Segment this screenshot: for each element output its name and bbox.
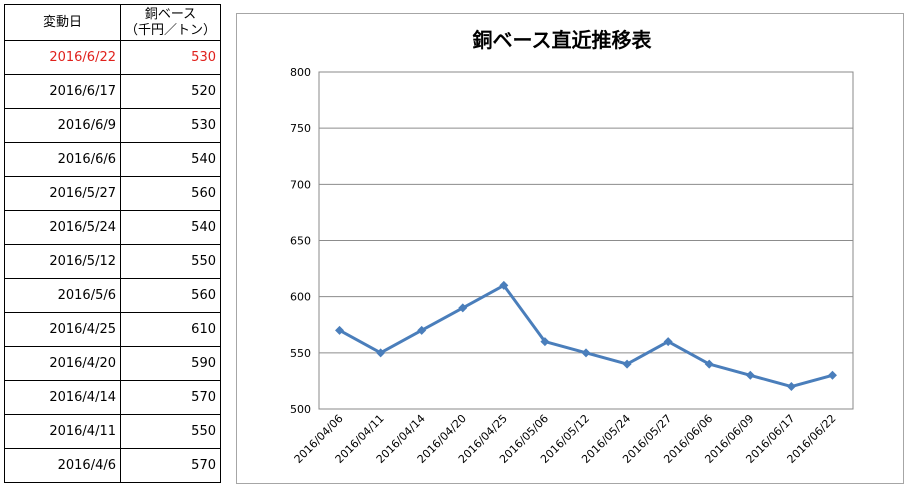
y-tick-label: 750 — [290, 122, 311, 135]
header-price-line1: 銅ベース — [144, 6, 197, 22]
y-axis-ticks: 500 550 600 650 700 750 800 — [290, 66, 311, 416]
row-price: 540 — [120, 142, 221, 177]
series-layer — [335, 280, 837, 392]
table-row: 2016/6/6 540 — [4, 142, 221, 177]
table-row: 2016/6/17 520 — [4, 74, 221, 109]
row-date: 2016/4/20 — [4, 346, 121, 381]
header-price-line2: （千円／トン） — [125, 22, 217, 38]
data-point — [540, 337, 550, 347]
y-tick-label: 700 — [290, 178, 311, 191]
data-point — [622, 359, 632, 369]
row-date: 2016/5/6 — [4, 278, 121, 313]
row-date: 2016/5/12 — [4, 244, 121, 279]
row-price: 560 — [120, 278, 221, 313]
header-price: 銅ベース （千円／トン） — [120, 4, 221, 41]
y-tick-label: 500 — [290, 403, 311, 416]
chart-title: 銅ベース直近推移表 — [473, 28, 653, 52]
data-point — [458, 303, 468, 313]
data-point — [417, 325, 427, 335]
table-row: 2016/6/9 530 — [4, 108, 221, 143]
table-row: 2016/4/14 570 — [4, 380, 221, 415]
table-row: 2016/4/6 570 — [4, 448, 221, 483]
data-point — [827, 370, 837, 380]
table-row: 2016/4/20 590 — [4, 346, 221, 381]
data-point — [581, 348, 591, 358]
data-point — [335, 325, 345, 335]
row-price: 550 — [120, 414, 221, 449]
row-price: 530 — [120, 40, 221, 75]
row-date: 2016/6/17 — [4, 74, 121, 109]
row-date: 2016/4/25 — [4, 312, 121, 347]
row-price: 560 — [120, 176, 221, 211]
row-date: 2016/4/14 — [4, 380, 121, 415]
data-point — [376, 348, 386, 358]
row-price: 540 — [120, 210, 221, 245]
row-price: 590 — [120, 346, 221, 381]
data-point — [745, 370, 755, 380]
row-price: 570 — [120, 380, 221, 415]
row-date: 2016/6/9 — [4, 108, 121, 143]
table-row: 2016/5/12 550 — [4, 244, 221, 279]
y-tick-label: 650 — [290, 235, 311, 248]
row-price: 550 — [120, 244, 221, 279]
row-date: 2016/5/24 — [4, 210, 121, 245]
row-price: 570 — [120, 448, 221, 483]
table-row: 2016/5/27 560 — [4, 176, 221, 211]
header-date: 変動日 — [4, 4, 121, 41]
data-point — [704, 359, 714, 369]
x-axis-ticks: 2016/04/062016/04/112016/04/142016/04/20… — [292, 412, 839, 466]
chart-area: 銅ベース直近推移表 500 550 600 650 700 750 800 2016/04/… — [236, 13, 904, 484]
y-tick-label: 550 — [290, 347, 311, 360]
row-price: 530 — [120, 108, 221, 143]
data-point — [786, 382, 796, 392]
y-tick-label: 800 — [290, 66, 311, 79]
row-date: 2016/6/6 — [4, 142, 121, 177]
table-row: 2016/4/11 550 — [4, 414, 221, 449]
table-row: 2016/5/6 560 — [4, 278, 221, 313]
row-price: 610 — [120, 312, 221, 347]
data-point — [499, 280, 509, 290]
y-tick-label: 600 — [290, 291, 311, 304]
table-header-row: 変動日 銅ベース （千円／トン） — [4, 4, 221, 41]
row-price: 520 — [120, 74, 221, 109]
row-date: 2016/6/22 — [4, 40, 121, 75]
table-row: 2016/6/22 530 — [4, 40, 221, 75]
table-row: 2016/4/25 610 — [4, 312, 221, 347]
series-line — [338, 283, 833, 389]
row-date: 2016/5/27 — [4, 176, 121, 211]
row-date: 2016/4/6 — [4, 448, 121, 483]
gridlines — [319, 127, 853, 354]
line-chart: 銅ベース直近推移表 500 550 600 650 700 750 800 2016/04/… — [290, 28, 854, 466]
price-table: 変動日 銅ベース （千円／トン） 2016/6/22 530 2016/6/17 5… — [4, 4, 221, 483]
data-point — [663, 337, 673, 347]
table-row: 2016/5/24 540 — [4, 210, 221, 245]
row-date: 2016/4/11 — [4, 414, 121, 449]
